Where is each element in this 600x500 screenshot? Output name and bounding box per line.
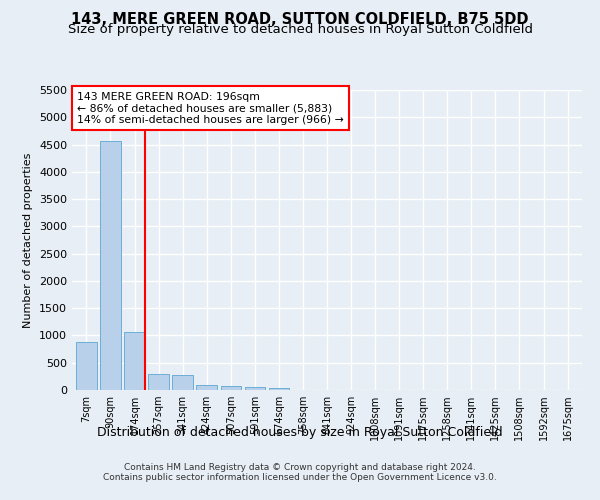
Bar [76, 342, 97, 390]
Text: Distribution of detached houses by size in Royal Sutton Coldfield: Distribution of detached houses by size … [97, 426, 503, 439]
Bar [172, 376, 193, 390]
Bar [124, 332, 145, 390]
Text: Size of property relative to detached houses in Royal Sutton Coldfield: Size of property relative to detached ho… [67, 24, 533, 36]
Bar [148, 374, 169, 390]
Text: Contains HM Land Registry data © Crown copyright and database right 2024.: Contains HM Land Registry data © Crown c… [124, 464, 476, 472]
Bar [245, 388, 265, 390]
Y-axis label: Number of detached properties: Number of detached properties [23, 152, 34, 328]
Text: Contains public sector information licensed under the Open Government Licence v3: Contains public sector information licen… [103, 474, 497, 482]
Bar [196, 385, 217, 390]
Bar [100, 142, 121, 390]
Text: 143, MERE GREEN ROAD, SUTTON COLDFIELD, B75 5DD: 143, MERE GREEN ROAD, SUTTON COLDFIELD, … [71, 12, 529, 28]
Text: 143 MERE GREEN ROAD: 196sqm
← 86% of detached houses are smaller (5,883)
14% of : 143 MERE GREEN ROAD: 196sqm ← 86% of det… [77, 92, 344, 124]
Bar [269, 388, 289, 390]
Bar [221, 386, 241, 390]
